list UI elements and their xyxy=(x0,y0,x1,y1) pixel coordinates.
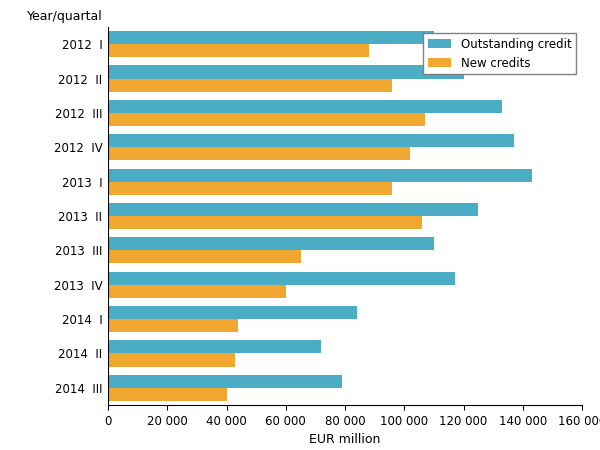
Bar xyxy=(108,169,532,182)
Bar xyxy=(108,134,514,147)
X-axis label: EUR million: EUR million xyxy=(310,433,380,446)
Legend: Outstanding credit, New credits: Outstanding credit, New credits xyxy=(423,33,576,74)
Text: Year/quartal: Year/quartal xyxy=(28,10,103,23)
Bar xyxy=(108,250,301,263)
Bar xyxy=(108,182,392,195)
Bar xyxy=(108,375,342,388)
Bar xyxy=(108,237,434,250)
Bar xyxy=(108,216,422,229)
Bar xyxy=(108,353,235,366)
Bar xyxy=(108,285,286,298)
Bar xyxy=(108,79,392,92)
Bar xyxy=(108,66,464,79)
Bar xyxy=(108,306,357,319)
Bar xyxy=(108,147,410,160)
Bar xyxy=(108,31,434,44)
Bar xyxy=(108,388,227,401)
Bar xyxy=(108,44,369,57)
Bar xyxy=(108,272,455,285)
Bar xyxy=(108,100,502,113)
Bar xyxy=(108,203,478,216)
Bar xyxy=(108,340,322,353)
Bar xyxy=(108,113,425,126)
Bar xyxy=(108,319,238,332)
